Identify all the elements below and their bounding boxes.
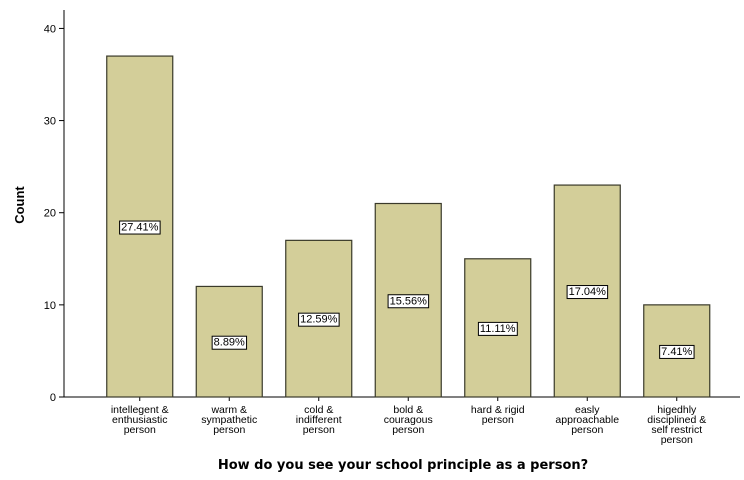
x-tick-label-line: person — [303, 424, 335, 436]
x-tick-label-line: sympathetic — [201, 414, 257, 426]
x-tick-label: higedhly disciplined & self restrict person — [647, 404, 706, 446]
percent-label-text: 11.11% — [480, 323, 516, 335]
y-axis-title: Count — [12, 186, 27, 224]
y-tick-label: 20 — [44, 208, 56, 220]
percent-label-box — [387, 294, 430, 309]
percent-label-box — [211, 335, 248, 350]
percent-label-box — [659, 344, 695, 359]
x-tick-label-line: enthusiastic — [112, 414, 167, 426]
y-tick-label: 30 — [44, 116, 56, 128]
x-tick-label: bold & couragous person — [384, 404, 433, 436]
x-tick-label-line: indifferent — [296, 414, 342, 426]
x-tick-label: intellegent & enthusiastic person — [111, 404, 169, 436]
percent-data-label: 12.59% — [298, 312, 340, 327]
y-tick-label: 10 — [44, 300, 56, 312]
x-tick-label-line: person — [213, 424, 245, 436]
labels-layer: 27.41% 8.89% 12.59% 15.56% 11.11% 17.04% 7.41% — [119, 220, 695, 359]
x-tick-label-line: person — [124, 424, 156, 436]
percent-data-label: 7.41% — [659, 344, 695, 359]
x-tick-label-line: self restrict — [651, 424, 702, 436]
percent-label-box — [298, 312, 340, 327]
percent-label-text: 8.89% — [214, 337, 245, 349]
x-tick-label-line: hard & rigid — [471, 404, 525, 416]
percent-data-label: 8.89% — [211, 335, 248, 350]
percent-label-box — [477, 321, 518, 336]
percent-label-text: 12.59% — [300, 314, 338, 326]
y-tick-label: 40 — [44, 23, 56, 35]
x-tick-label: warm & sympathetic person — [201, 404, 257, 436]
x-axis-title: How do you see your school principle as … — [218, 458, 588, 473]
percent-data-label: 11.11% — [477, 321, 518, 336]
x-tick-label-line: higedhly — [657, 404, 697, 416]
percent-data-label: 15.56% — [387, 294, 430, 309]
x-tick-label-line: cold & — [304, 404, 333, 416]
x-tick-label-line: person — [482, 414, 514, 426]
x-tick-label-line: disciplined & — [647, 414, 706, 426]
percent-label-text: 17.04% — [569, 286, 607, 298]
x-tick-label: hard & rigid person — [471, 404, 525, 426]
percent-label-text: 15.56% — [390, 295, 428, 307]
x-tick-label-line: easly — [575, 404, 600, 416]
x-tick-label-line: person — [661, 434, 693, 446]
y-tick-label: 0 — [50, 392, 56, 404]
bars-layer — [106, 55, 711, 398]
percent-label-text: 7.41% — [661, 346, 692, 358]
x-tick-label: cold & indifferent person — [296, 404, 342, 436]
x-tick-label-line: person — [392, 424, 424, 436]
x-tick-label-line: approachable — [555, 414, 619, 426]
percent-label-box — [119, 220, 161, 235]
x-tick-label-line: couragous — [384, 414, 433, 426]
x-tick-label-line: person — [571, 424, 603, 436]
x-tick-label-line: bold & — [393, 404, 423, 416]
x-tick-label-line: warm & — [210, 404, 247, 416]
x-tick-label-line: intellegent & — [111, 404, 169, 416]
percent-data-label: 27.41% — [119, 220, 161, 235]
percent-data-label: 17.04% — [566, 285, 609, 300]
percent-label-text: 27.41% — [121, 222, 159, 234]
percent-label-box — [566, 285, 609, 300]
x-tick-label: easly approachable person — [555, 404, 619, 436]
